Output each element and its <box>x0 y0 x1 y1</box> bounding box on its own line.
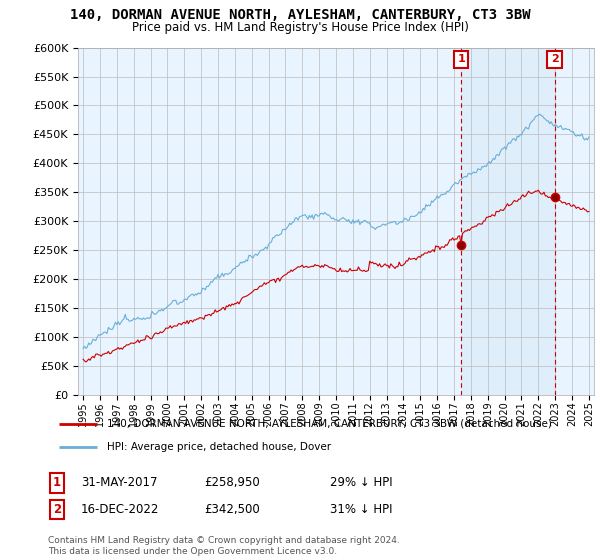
Text: 140, DORMAN AVENUE NORTH, AYLESHAM, CANTERBURY, CT3 3BW: 140, DORMAN AVENUE NORTH, AYLESHAM, CANT… <box>70 8 530 22</box>
Text: 16-DEC-2022: 16-DEC-2022 <box>81 503 160 516</box>
Text: 2: 2 <box>551 54 559 64</box>
Text: 31% ↓ HPI: 31% ↓ HPI <box>330 503 392 516</box>
Text: Price paid vs. HM Land Registry's House Price Index (HPI): Price paid vs. HM Land Registry's House … <box>131 21 469 34</box>
Text: 1: 1 <box>53 476 61 489</box>
Text: 140, DORMAN AVENUE NORTH, AYLESHAM, CANTERBURY, CT3 3BW (detached house): 140, DORMAN AVENUE NORTH, AYLESHAM, CANT… <box>107 419 552 429</box>
Text: 1: 1 <box>457 54 465 64</box>
Text: 29% ↓ HPI: 29% ↓ HPI <box>330 476 392 489</box>
Text: £342,500: £342,500 <box>204 503 260 516</box>
Text: 31-MAY-2017: 31-MAY-2017 <box>81 476 157 489</box>
Text: HPI: Average price, detached house, Dover: HPI: Average price, detached house, Dove… <box>107 442 332 452</box>
Text: £258,950: £258,950 <box>204 476 260 489</box>
Text: Contains HM Land Registry data © Crown copyright and database right 2024.
This d: Contains HM Land Registry data © Crown c… <box>48 536 400 556</box>
Bar <box>461 48 554 395</box>
Text: 2: 2 <box>53 503 61 516</box>
